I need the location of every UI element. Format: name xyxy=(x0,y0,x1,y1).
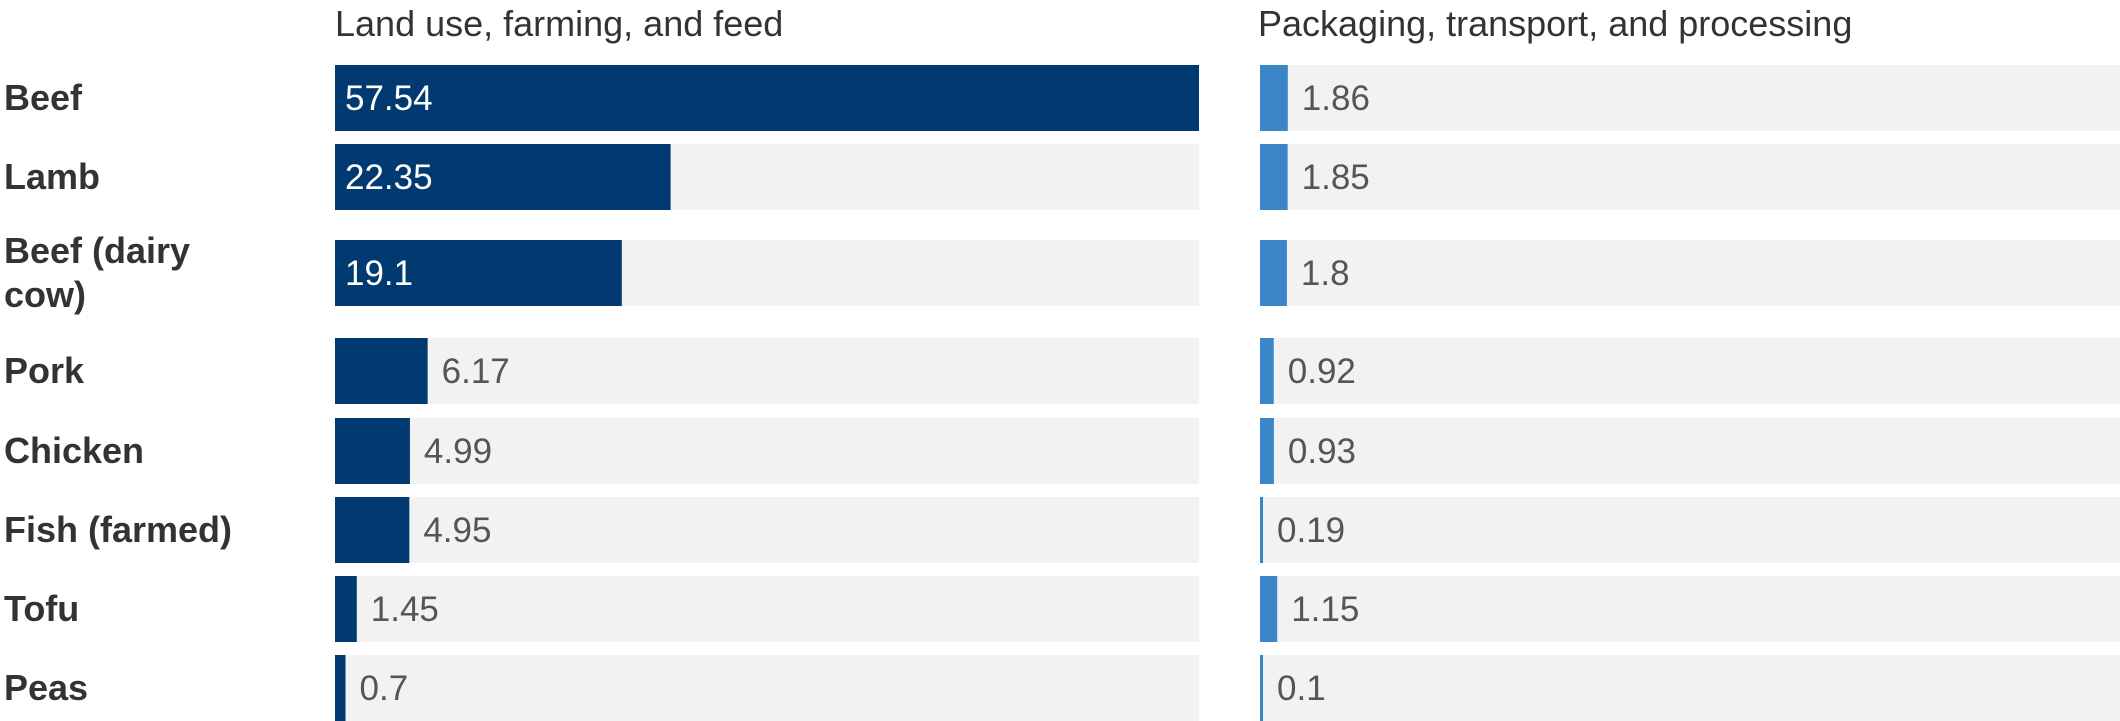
category-label-peas: Peas xyxy=(4,667,88,708)
bar-track-1-chicken xyxy=(1260,418,2120,484)
bar-0-chicken xyxy=(335,418,410,484)
bar-0-lamb xyxy=(335,144,671,210)
value-label-0-beef-dairy-cow: 19.1 xyxy=(345,254,413,293)
bar-track-0-pork xyxy=(335,338,1199,404)
value-label-0-chicken: 4.99 xyxy=(424,432,492,471)
bar-track-1-lamb xyxy=(1260,144,2120,210)
bar-1-lamb xyxy=(1260,144,1288,210)
panel-title-land-use: Land use, farming, and feed xyxy=(335,3,783,44)
bar-1-beef-dairy-cow xyxy=(1260,240,1287,306)
category-labels: Beef Lamb Beef (dairy cow) Pork Chicken Fish (… xyxy=(4,77,232,708)
bar-track-0-peas xyxy=(335,655,1199,721)
value-label-0-fish-farmed: 4.95 xyxy=(423,511,491,550)
bar-track-1-fish-farmed xyxy=(1260,497,2120,563)
category-label-pork: Pork xyxy=(4,350,85,391)
value-label-1-tofu: 1.15 xyxy=(1291,590,1359,629)
bar-0-tofu xyxy=(335,576,357,642)
bar-track-1-pork xyxy=(1260,338,2120,404)
category-label-lamb: Lamb xyxy=(4,156,100,197)
value-label-0-lamb: 22.35 xyxy=(345,158,433,197)
value-label-1-pork: 0.92 xyxy=(1288,352,1356,391)
bar-0-pork xyxy=(335,338,428,404)
bar-0-beef-dairy-cow xyxy=(335,240,622,306)
panel-titles: Land use, farming, and feed Packaging, t… xyxy=(335,3,1852,44)
bar-track-1-peas xyxy=(1260,655,2120,721)
value-label-0-tofu: 1.45 xyxy=(371,590,439,629)
value-label-1-fish-farmed: 0.19 xyxy=(1277,511,1345,550)
bar-1-pork xyxy=(1260,338,1274,404)
bar-track-0-chicken xyxy=(335,418,1199,484)
bar-0-peas xyxy=(335,655,346,721)
bar-1-fish-farmed xyxy=(1260,497,1263,563)
category-label-tofu: Tofu xyxy=(4,588,79,629)
bar-1-peas xyxy=(1260,655,1263,721)
value-label-0-pork: 6.17 xyxy=(442,352,510,391)
category-label-beef-dairy-cow: Beef (dairy cow) xyxy=(4,230,190,315)
bar-track-0-tofu xyxy=(335,576,1199,642)
bar-0-fish-farmed xyxy=(335,497,410,563)
category-label-beef: Beef xyxy=(4,77,83,118)
bar-0-beef xyxy=(335,65,1199,131)
value-label-0-beef: 57.54 xyxy=(345,79,433,118)
value-label-1-chicken: 0.93 xyxy=(1288,432,1356,471)
category-label-chicken: Chicken xyxy=(4,430,144,471)
bar-track-1-tofu xyxy=(1260,576,2120,642)
value-label-0-peas: 0.7 xyxy=(360,669,409,708)
panel-title-packaging: Packaging, transport, and processing xyxy=(1258,3,1852,44)
bar-1-tofu xyxy=(1260,576,1278,642)
bars xyxy=(335,65,1288,721)
bar-track-1-beef xyxy=(1260,65,2120,131)
value-label-1-beef-dairy-cow: 1.8 xyxy=(1301,254,1350,293)
value-labels: 57.54 22.35 19.1 6.17 4.99 4.95 1.45 0.7 1.86 1.8… xyxy=(345,79,1370,708)
value-label-1-peas: 0.1 xyxy=(1277,669,1326,708)
bar-1-chicken xyxy=(1260,418,1274,484)
value-label-1-beef: 1.86 xyxy=(1302,79,1370,118)
bar-track-1-beef-dairy-cow xyxy=(1260,240,2120,306)
value-label-1-lamb: 1.85 xyxy=(1302,158,1370,197)
bar-tracks xyxy=(335,65,2120,721)
bar-1-beef xyxy=(1260,65,1288,131)
bar-track-0-fish-farmed xyxy=(335,497,1199,563)
category-label-fish-farmed: Fish (farmed) xyxy=(4,509,232,550)
